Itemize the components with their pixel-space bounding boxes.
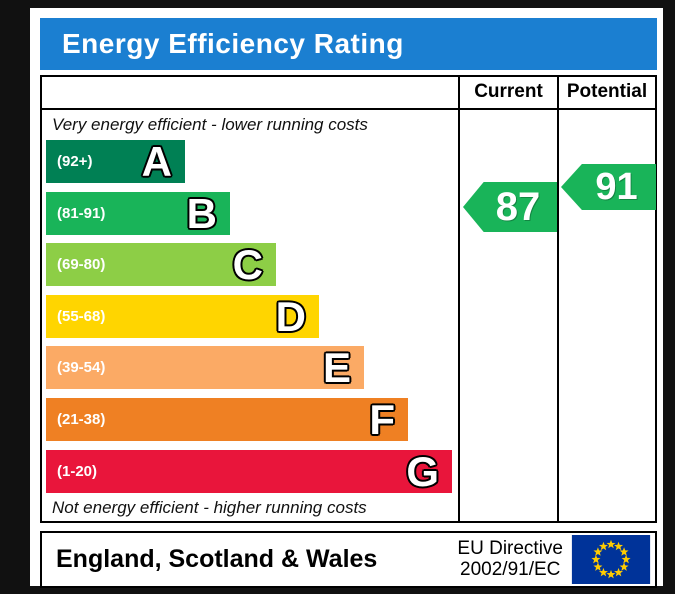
column-separator-potential bbox=[557, 77, 559, 521]
band-range-label: (55-68) bbox=[57, 308, 106, 325]
potential-column-header: Potential bbox=[566, 81, 648, 102]
potential-rating-arrow: 91 bbox=[561, 164, 656, 210]
band-range-label: (92+) bbox=[57, 153, 93, 170]
band-letter: D bbox=[275, 293, 306, 340]
band-C: (69-80) C bbox=[46, 243, 276, 286]
eu-directive-label: EU Directive 2002/91/EC bbox=[457, 537, 563, 580]
band-G: (1-20) G bbox=[46, 450, 452, 493]
band-D: (55-68) D bbox=[46, 295, 319, 338]
current-column-header: Current bbox=[474, 81, 543, 102]
band-letter: E bbox=[322, 344, 351, 391]
band-letter: G bbox=[406, 448, 439, 495]
chart-panel: Energy Efficiency Rating Current Potenti… bbox=[30, 8, 663, 588]
region-label: England, Scotland & Wales bbox=[56, 545, 378, 573]
band-F: (21-38) F bbox=[46, 398, 408, 441]
current-rating-value: 87 bbox=[495, 184, 541, 229]
band-letter: F bbox=[369, 396, 395, 443]
band-letter: B bbox=[186, 190, 217, 237]
eu-flag-icon bbox=[571, 535, 651, 584]
band-letter: C bbox=[232, 241, 263, 288]
current-rating-arrow: 87 bbox=[463, 182, 557, 232]
eu-directive-line1: EU Directive bbox=[457, 537, 563, 559]
potential-rating-value: 91 bbox=[595, 165, 638, 208]
band-range-label: (39-54) bbox=[57, 359, 106, 376]
band-A: (92+) A bbox=[46, 140, 185, 183]
band-range-label: (69-80) bbox=[57, 256, 106, 273]
footer-bar: England, Scotland & Wales EU Directive 2… bbox=[40, 531, 657, 588]
column-separator-current bbox=[458, 77, 460, 521]
band-letter: A bbox=[141, 138, 172, 185]
rating-table: Current Potential Very energy efficient … bbox=[40, 75, 657, 523]
band-B: (81-91) B bbox=[46, 192, 230, 235]
band-E: (39-54) E bbox=[46, 346, 364, 389]
eu-directive-line2: 2002/91/EC bbox=[460, 558, 561, 580]
band-range-label: (21-38) bbox=[57, 411, 106, 428]
bottom-annotation: Not energy efficient - higher running co… bbox=[52, 498, 367, 517]
top-annotation: Very energy efficient - lower running co… bbox=[52, 115, 368, 134]
eu-flag-stars bbox=[591, 539, 631, 579]
band-range-label: (1-20) bbox=[57, 463, 98, 480]
table-header-row: Current Potential bbox=[42, 77, 655, 110]
chart-title: Energy Efficiency Rating bbox=[62, 28, 404, 59]
band-range-label: (81-91) bbox=[57, 205, 106, 222]
chart-title-bar: Energy Efficiency Rating bbox=[40, 18, 657, 70]
